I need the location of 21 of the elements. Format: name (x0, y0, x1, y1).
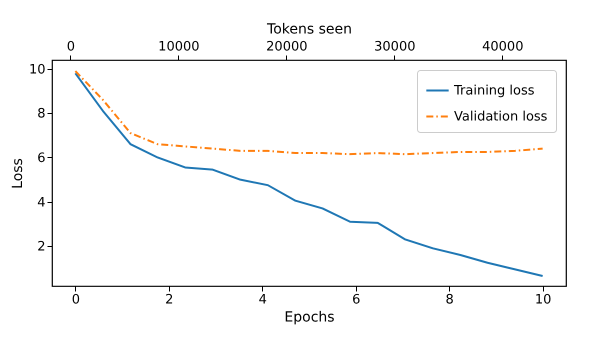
x-tick-label: 4 (258, 292, 267, 308)
x2-tick-label: 10000 (158, 40, 200, 54)
y-axis-title: Loss (10, 158, 26, 189)
y-tick-label: 6 (37, 150, 46, 166)
x2-tick-label: 40000 (482, 40, 524, 54)
x-tick-label: 10 (534, 292, 552, 308)
y-tick-label: 2 (37, 240, 46, 255)
x-tick-label: 0 (72, 292, 80, 308)
x-tick-label: 8 (446, 292, 454, 308)
y-tick-label: 8 (37, 106, 46, 122)
legend-label: Training loss (453, 84, 535, 98)
x-tick-label: 2 (165, 292, 174, 308)
x-tick-label: 6 (352, 292, 360, 308)
x-axis-title: Epochs (284, 310, 335, 326)
x2-tick-label: 30000 (374, 40, 416, 54)
x2-tick-label: 20000 (266, 40, 308, 54)
legend-label: Validation loss (454, 110, 548, 124)
x2-tick-label: 0 (66, 40, 75, 54)
y-tick-label: 10 (28, 62, 46, 78)
y-tick-label: 4 (37, 195, 46, 210)
x2-axis-title: Tokens seen (266, 22, 352, 38)
